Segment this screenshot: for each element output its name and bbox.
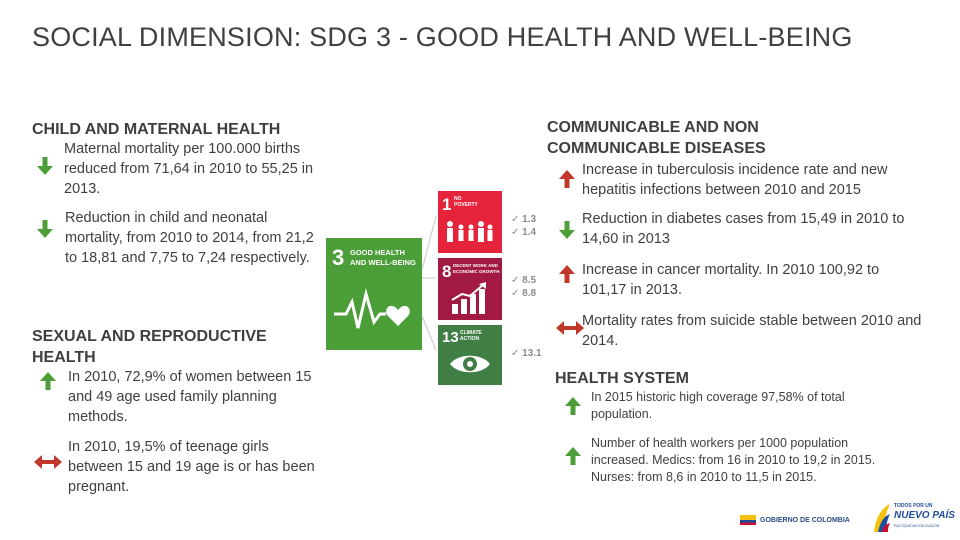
arrow-up-red-icon (559, 170, 575, 188)
arrow-up-icon (565, 447, 581, 465)
gobierno-logo: GOBIERNO DE COLOMBIA (740, 514, 858, 526)
sdg1-line2: POVERTY (454, 202, 478, 208)
sdg1-line1: NO (454, 196, 462, 202)
sdg8-line2: ECONOMIC GROWTH (453, 269, 500, 274)
sdg-connectors (421, 215, 437, 351)
family-icon (447, 221, 493, 242)
sdg8-number: 8 (442, 262, 452, 281)
arrow-down-icon (37, 157, 53, 175)
item-diabetes: Reduction in diabetes cases from 15,49 i… (582, 211, 905, 247)
sdg3-number: 3 (332, 245, 345, 270)
target-8-8: ✓ 8.8 (511, 288, 537, 299)
item-suicide-mortality: Mortality rates from suicide stable betw… (582, 313, 922, 349)
stable-arrow-icon (556, 321, 584, 335)
arrow-up-icon (565, 397, 581, 415)
page-title: SOCIAL DIMENSION: SDG 3 - GOOD HEALTH AN… (32, 22, 853, 52)
colombia-flag-icon (740, 515, 756, 525)
section-heading-sexual-reproductive: SEXUAL AND REPRODUCTIVE HEALTH (32, 328, 267, 366)
item-maternal-mortality: Maternal mortality per 100.000 births re… (64, 141, 314, 197)
heartbeat-icon (334, 288, 410, 329)
sdg1-targets: ✓ 1.3 ✓ 1.4 (511, 213, 536, 239)
sdg3-tile: 3 GOOD HEALTH AND WELL-BEING (326, 238, 422, 350)
item-family-planning: In 2010, 72,9% of women between 15 and 4… (68, 369, 312, 425)
sdg1-number: 1 (442, 195, 452, 214)
sdg13-line1: CLIMATE (460, 330, 482, 336)
sdg3-line1: GOOD HEALTH (350, 248, 405, 257)
stable-arrow-icon (34, 455, 62, 469)
target-13-1: ✓ 13.1 (511, 348, 542, 359)
arrow-up-icon (40, 372, 56, 390)
sdg3-line2: AND WELL-BEING (350, 258, 416, 267)
item-coverage: In 2015 historic high coverage 97,58% of… (591, 390, 845, 421)
target-1-4: ✓ 1.4 (511, 227, 537, 238)
sdg13-line2: ACTION (460, 336, 480, 342)
bird-logo-icon (874, 504, 890, 532)
item-cancer-mortality: Increase in cancer mortality. In 2010 10… (582, 262, 880, 298)
sdg13-tile: 13 CLIMATE ACTION (438, 325, 502, 385)
target-1-3: ✓ 1.3 (511, 214, 537, 225)
gobierno-logo-text: GOBIERNO DE COLOMBIA (760, 516, 850, 524)
section-heading-child-maternal: CHILD AND MATERNAL HEALTH (32, 121, 281, 138)
growth-chart-icon (451, 282, 486, 314)
sdg8-tile: 8 DECENT WORK AND ECONOMIC GROWTH (438, 258, 502, 320)
item-health-workers: Number of health workers per 1000 popula… (591, 436, 876, 484)
target-8-5: ✓ 8.5 (511, 275, 537, 286)
todos-logo-line3: PAZ EQUIDAD EDUCACIÓN (894, 524, 940, 528)
arrow-up-red-icon (559, 265, 575, 283)
sdg8-targets: ✓ 8.5 ✓ 8.8 (511, 274, 536, 300)
todos-logo: TODOS POR UN NUEVO PAÍS PAZ EQUIDAD EDUC… (872, 500, 955, 538)
eye-globe-icon (450, 355, 490, 373)
arrow-down-icon (559, 221, 575, 239)
sdg13-targets: ✓ 13.1 (511, 347, 542, 360)
sdg13-number: 13 (442, 329, 459, 346)
sdg1-tile: 1 NO POVERTY (438, 191, 502, 253)
item-child-neonatal-mortality: Reduction in child and neonatal mortalit… (65, 210, 314, 266)
section-heading-health-system: HEALTH SYSTEM (555, 370, 689, 387)
todos-logo-line2: NUEVO PAÍS (894, 510, 955, 521)
section-heading-communicable: COMMUNICABLE AND NON COMMUNICABLE DISEAS… (547, 119, 766, 157)
sdg8-line1: DECENT WORK AND (453, 263, 498, 268)
item-teenage-pregnancy: In 2010, 19,5% of teenage girls between … (68, 439, 315, 495)
todos-logo-line1: TODOS POR UN (894, 503, 933, 509)
arrow-down-icon (37, 220, 53, 238)
item-tuberculosis: Increase in tuberculosis incidence rate … (582, 162, 888, 198)
